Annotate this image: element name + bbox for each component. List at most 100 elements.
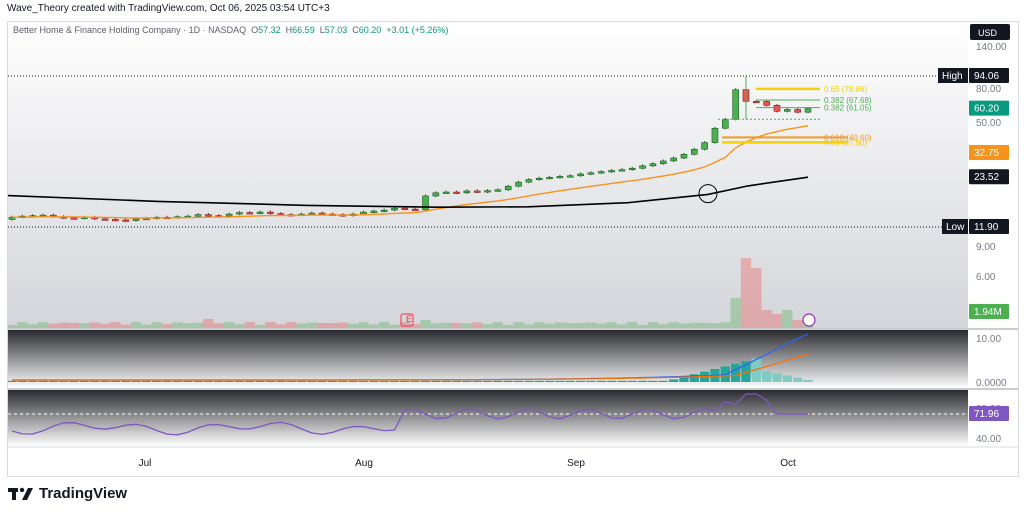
volume-bar [316,322,328,328]
earnings-badge [400,313,414,327]
candle-up [659,160,667,165]
volume-bar [441,322,452,328]
volume-bar [58,322,69,328]
volume-bar [430,323,442,328]
candle-up [525,179,533,183]
candle-down [112,219,119,222]
volume-bar [337,322,348,328]
macd-hist-bar [472,380,482,382]
volume-bar [172,322,183,328]
volume-bar [513,322,524,328]
currency-box [970,24,1010,40]
candle-up [370,210,378,213]
chart-frame[interactable]: 0.65 (78.86) 0.382 (67.68) 0.382 (61.05) 0.… [7,21,1019,477]
price-tick: 80.00 [976,84,1001,95]
high-tag-bg [969,68,1009,83]
macd-hist-bar [193,380,203,382]
low-label-bg [942,219,968,234]
macd-hist-bar [28,380,38,382]
volume-bar [492,322,504,328]
fib-label-1: 0.382 (67.68) [824,96,872,105]
rsi-tag: 71.96 [974,409,999,420]
macd-hist-bar [803,379,813,382]
volume-bar [782,310,793,328]
volume-bar [461,323,473,328]
volume-bar [709,323,721,328]
close-label: C [352,25,359,35]
candle-up [256,211,264,214]
change-value: +3.01 (+5.26%) [386,25,449,35]
macd-hist-bar [255,380,265,382]
macd-hist-bar [90,380,100,382]
macd-hist-bar [276,380,286,382]
macd-hist-bar [565,380,575,382]
volume-bar [151,322,162,328]
volume-bar [616,324,628,328]
rsi-tag-bg [969,406,1009,421]
candle-up [194,214,202,217]
rsi-line [11,393,808,436]
volume-bar [296,323,307,328]
volume-bar [110,322,121,328]
x-axis-label: Aug [355,458,373,469]
volume-bar [647,322,659,328]
candle-down [411,208,419,211]
price-tick: 140.00 [976,42,1007,53]
candle-up [535,177,543,181]
candle-down [794,109,801,113]
ema-fast-line [12,125,809,219]
macd-hist-bar [69,380,79,382]
macd-hist-bar [555,380,565,382]
currency-label: USD [978,28,998,38]
earnings-icon: E [406,314,412,324]
volume-bar [482,324,493,328]
candle-up [784,109,791,112]
macd-hist-bar [17,380,28,382]
candle-up [556,176,564,179]
macd-hist-bar [245,380,255,382]
macd-hist-bar [575,380,586,382]
volume-bar [637,324,648,328]
macd-hist-bar [596,380,606,382]
close-price-tag-bg [969,100,1009,116]
volume-bar [472,322,483,328]
volume-bar [37,322,49,328]
macd-hist-bar [338,380,348,382]
volume-bar [192,322,204,328]
volume-bar [275,324,286,328]
volume-bar [420,320,431,328]
macd-hist-bar [307,380,317,382]
volume-bar [254,324,266,328]
macd-hist-bar [679,376,689,382]
macd-hist-bar [637,380,648,382]
volume-bar [368,324,379,328]
candle-up [670,157,677,162]
macd-tick: 10.00 [976,334,1001,345]
volume-bar [689,322,700,328]
volume-bar [792,320,803,328]
macd-hist-bar [379,380,389,382]
macd-hist-bar [741,361,751,382]
macd-hist-bar [410,380,420,382]
macd-hist-bar [183,380,193,382]
chart-canvas[interactable]: 0.65 (78.86) 0.382 (67.68)0.382 (61.05) 0.… [8,22,1018,476]
high-value: 66.59 [292,25,315,35]
volume-bar [678,323,690,328]
macd-hist-bar [772,373,782,382]
volume-bar [606,322,617,328]
macd-hist-bar [317,380,327,382]
macd-hist-bar [441,380,451,382]
macd-hist-bar [214,380,224,382]
candle-up [690,148,698,155]
candle-down [101,218,109,221]
volume-bar [554,322,566,328]
ema-fast-tag: 32.75 [974,148,999,159]
x-axis-label: Sep [567,458,585,469]
macd-hist-bar [59,380,69,382]
volume-bar [544,323,555,328]
tradingview-logo-icon [8,487,34,501]
volume-bar [141,324,152,328]
high-label-bg [938,68,968,83]
macd-pane [8,330,968,388]
volume-bar [751,268,762,328]
